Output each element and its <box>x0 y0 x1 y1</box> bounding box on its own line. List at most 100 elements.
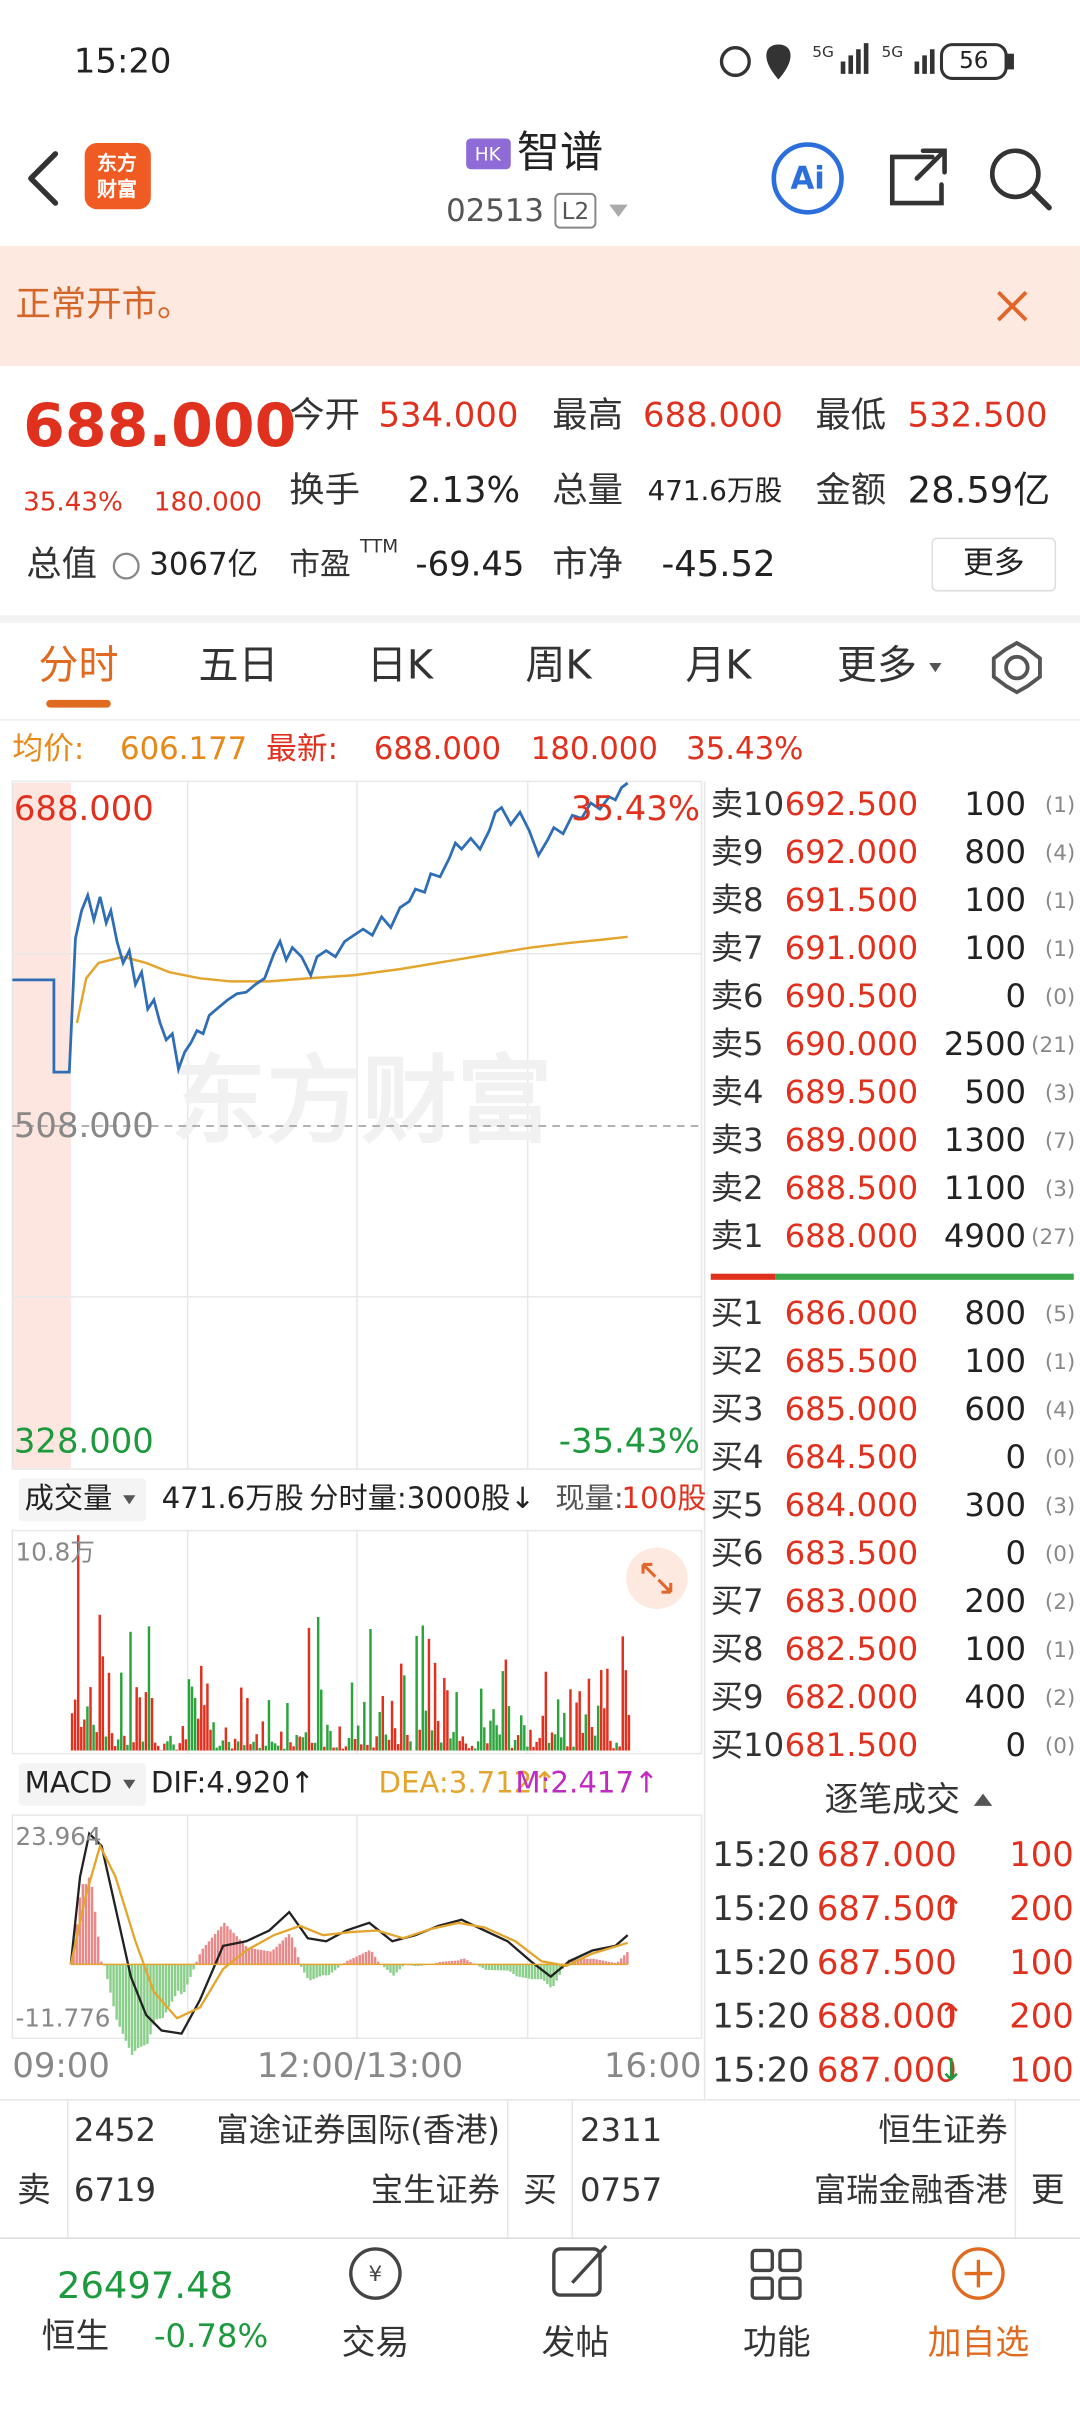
macd-bar <box>493 1964 497 1971</box>
volume-bar <box>323 1746 326 1751</box>
tab[interactable]: 周K <box>525 643 593 689</box>
volume-bar <box>230 1748 234 1751</box>
volume-selector[interactable] <box>18 1478 147 1522</box>
expand-button[interactable] <box>626 1547 688 1610</box>
volume-bar <box>221 1740 225 1751</box>
order-price: 690.000 <box>785 1025 919 1063</box>
back-button[interactable] <box>28 151 59 206</box>
volume-bar <box>86 1706 89 1751</box>
macd-bar <box>173 1964 177 1997</box>
macd-bar <box>460 1959 463 1965</box>
stat-label: 市盈 <box>289 547 351 583</box>
stat-label: 换手 <box>289 470 360 511</box>
stat-label: 今开 <box>289 395 360 436</box>
volume-bar <box>264 1745 268 1751</box>
order-label: 卖5 <box>711 1025 764 1063</box>
tab[interactable]: 更多 <box>837 643 917 689</box>
broker-grid <box>66 2099 1017 2239</box>
volume-bar <box>387 1739 391 1751</box>
search-button[interactable] <box>989 148 1041 200</box>
share-button[interactable] <box>889 148 947 206</box>
macd-bar <box>349 1959 352 1965</box>
nav-item[interactable]: 加自选 <box>928 2323 1029 2362</box>
dropdown[interactable] <box>609 204 628 217</box>
volume-bar <box>307 1627 311 1751</box>
volume-bar <box>523 1725 526 1751</box>
trades-title[interactable]: 逐笔成交 <box>825 1780 960 1819</box>
order-label: 卖8 <box>711 881 764 919</box>
volume-bar <box>153 1742 157 1751</box>
stock-code: 02513 <box>446 193 544 229</box>
order-qty: 4900 <box>944 1217 1026 1255</box>
macd-bar <box>604 1961 608 1965</box>
macd-bar <box>244 1946 248 1965</box>
volume-bar <box>520 1715 523 1751</box>
macd-bar <box>416 1964 420 1967</box>
ai-button[interactable] <box>771 142 844 215</box>
volume-bar <box>313 1742 317 1751</box>
order-count: (0) <box>1045 985 1075 1010</box>
macd-bar <box>216 1930 220 1965</box>
order-count: (3) <box>1045 1177 1075 1202</box>
order-price: 692.000 <box>785 833 919 871</box>
volume-bar <box>138 1697 141 1751</box>
nav-item[interactable]: 发帖 <box>542 2323 610 2362</box>
order-count: (4) <box>1045 1398 1075 1423</box>
volume-bar <box>550 1732 554 1751</box>
tab-dropdown <box>929 662 942 673</box>
macd-bar <box>506 1964 509 1971</box>
ai-text[interactable]: Ai <box>790 160 824 196</box>
volume-bar <box>116 1739 120 1751</box>
macd-bar <box>207 1941 211 1965</box>
macd-bar <box>275 1946 278 1965</box>
volume-bar <box>196 1718 200 1751</box>
macd-bar <box>367 1950 371 1965</box>
order-label: 买2 <box>711 1342 764 1380</box>
volume-bar <box>98 1614 101 1751</box>
macd-selector[interactable] <box>18 1762 147 1806</box>
tab[interactable]: 五日 <box>199 643 279 689</box>
more-button[interactable] <box>931 537 1057 592</box>
tab[interactable]: 月K <box>685 643 753 689</box>
tab[interactable]: 分时 <box>39 643 119 689</box>
volume-bar <box>467 1748 471 1751</box>
macd-bar <box>536 1964 540 1980</box>
volume-bar <box>464 1743 468 1751</box>
order-label: 买3 <box>711 1390 764 1428</box>
order-label: 买4 <box>711 1438 764 1476</box>
macd-bar <box>533 1964 537 1980</box>
order-qty: 0 <box>1006 1534 1027 1572</box>
trade-time: 15:20 <box>712 2051 809 2090</box>
macd-label[interactable]: MACD <box>25 1765 113 1799</box>
order-price: 684.000 <box>785 1486 919 1524</box>
tab[interactable]: 日K <box>367 643 435 689</box>
trade-time: 15:20 <box>712 1835 809 1874</box>
close-banner[interactable] <box>997 290 1028 322</box>
broker-more[interactable]: 更 <box>1031 2171 1065 2210</box>
battery-level: 56 <box>959 48 988 74</box>
nav-icons <box>349 2244 1005 2300</box>
volume-bar <box>156 1745 160 1751</box>
macd-bar <box>589 1958 592 1965</box>
nav-item[interactable]: 交易 <box>342 2323 410 2362</box>
more-button-text[interactable]: 更多 <box>963 545 1025 581</box>
macd-bar <box>321 1964 325 1976</box>
volume-label[interactable]: 成交量 <box>25 1481 113 1515</box>
stat-value: -69.45 <box>415 545 524 584</box>
macd-bar <box>312 1964 315 1980</box>
macd-bar <box>78 1897 81 1965</box>
order-qty: 1100 <box>944 1169 1026 1207</box>
index-name: 恒生 <box>42 2317 110 2356</box>
volume-bar <box>516 1735 520 1751</box>
volume-bar <box>310 1742 314 1751</box>
order-count: (1) <box>1045 1638 1075 1663</box>
nav-item[interactable]: 功能 <box>743 2323 811 2362</box>
settings-button[interactable] <box>991 640 1042 695</box>
axis-low-pct: -35.43% <box>559 1421 700 1460</box>
volume-bar <box>470 1745 474 1751</box>
order-price: 685.000 <box>785 1390 919 1428</box>
order-qty: 600 <box>964 1390 1026 1428</box>
macd-bar <box>610 1962 614 1965</box>
macd-bar <box>232 1932 235 1965</box>
